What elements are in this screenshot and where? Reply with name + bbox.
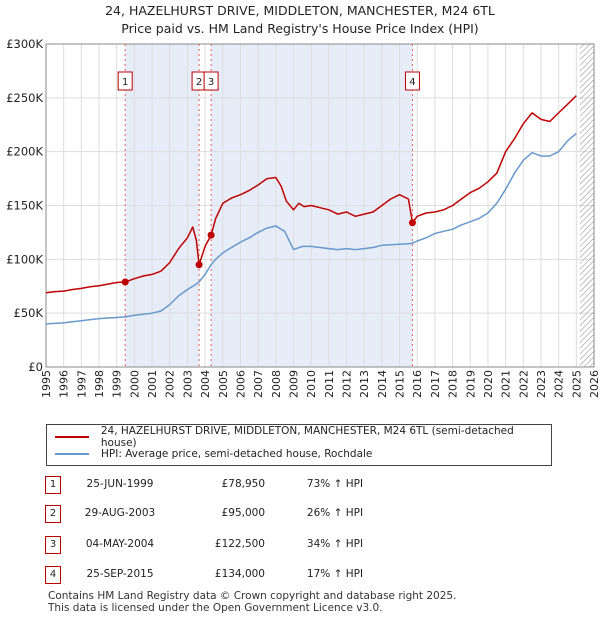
x-tick-label: 2000 [128, 370, 141, 398]
legend-item-price: 24, HAZELHURST DRIVE, MIDDLETON, MANCHES… [55, 425, 551, 449]
x-tick-label: 2026 [588, 370, 600, 398]
x-tick-label: 2010 [305, 370, 318, 398]
plot-frame [45, 43, 595, 368]
sale-marker-number: 4 [409, 77, 415, 88]
x-tick-label: 2001 [146, 370, 159, 398]
x-tick-label: 2009 [287, 370, 300, 398]
sale-date: 04-MAY-2004 [85, 538, 155, 550]
footer-copyright: Contains HM Land Registry data © Crown c… [48, 590, 457, 602]
sale-point [207, 231, 215, 239]
x-tick-label: 2011 [323, 370, 336, 398]
x-tick-label: 2008 [270, 370, 283, 398]
sale-number-badge: 1 [45, 476, 61, 494]
sale-number-badge: 4 [45, 566, 61, 584]
x-tick-label: 2019 [464, 370, 477, 398]
chart-subtitle: Price paid vs. HM Land Registry's House … [121, 21, 479, 36]
legend-item-hpi: HPI: Average price, semi-detached house,… [55, 446, 372, 462]
x-tick-label: 1998 [93, 370, 106, 398]
sale-point [195, 261, 203, 269]
sale-point [121, 278, 129, 286]
sale-hpi-change: 73% ↑ HPI [306, 478, 364, 490]
x-tick-label: 2002 [164, 370, 177, 398]
x-tick-label: 2018 [447, 370, 460, 398]
sale-date: 29-AUG-2003 [84, 507, 156, 519]
sale-hpi-change: 34% ↑ HPI [306, 538, 364, 550]
x-tick-label: 2021 [500, 370, 513, 398]
sale-marker-label: 3 [203, 71, 219, 91]
sale-number-badge: 3 [45, 536, 61, 554]
sale-marker-box [404, 71, 420, 91]
sale-marker-number: 2 [196, 77, 202, 88]
sale-price: £122,500 [214, 538, 265, 550]
sale-row: 3 04-MAY-2004 £122,500 34% ↑ HPI [0, 536, 600, 554]
price-chart: 1 2 3 4 £0 £50K £100K £150K £200K £250K £300K 1995 1… [6, 37, 600, 398]
x-tick-label: 2022 [517, 370, 530, 398]
sale-row: 1 25-JUN-1999 £78,950 73% ↑ HPI [0, 476, 600, 494]
sale-date: 25-SEP-2015 [86, 568, 154, 580]
x-tick-label: 2025 [570, 370, 583, 398]
y-tick-label: £0 [28, 360, 43, 374]
sale-marker-label: 1 [117, 71, 133, 91]
legend-swatch-hpi [55, 453, 89, 455]
legend-label-hpi: HPI: Average price, semi-detached house,… [101, 448, 373, 460]
x-tick-label: 1995 [40, 370, 53, 398]
sale-price: £134,000 [214, 568, 265, 580]
x-tick-label: 2012 [341, 370, 354, 398]
legend: 24, HAZELHURST DRIVE, MIDDLETON, MANCHES… [46, 424, 552, 466]
sale-date: 25-JUN-1999 [86, 478, 154, 490]
x-tick-label: 2014 [376, 370, 389, 398]
future-hatch [579, 44, 594, 367]
chart-title: 24, HAZELHURST DRIVE, MIDDLETON, MANCHES… [105, 3, 495, 18]
y-tick-label: £250K [6, 91, 43, 105]
x-tick-label: 2005 [217, 370, 230, 398]
x-tick-label: 2017 [429, 370, 442, 398]
sale-price: £78,950 [221, 478, 265, 490]
hpi-line [45, 132, 577, 325]
y-tick-label: £100K [6, 252, 43, 266]
x-tick-label: 2023 [535, 370, 548, 398]
y-tick-label: £150K [6, 199, 43, 213]
sale-marker-number: 3 [208, 77, 214, 88]
footer-licence: This data is licensed under the Open Gov… [48, 602, 383, 614]
x-tick-label: 2024 [553, 370, 566, 398]
sale-marker-number: 1 [122, 77, 128, 88]
x-tick-label: 1997 [75, 370, 88, 398]
x-tick-label: 1996 [58, 370, 71, 398]
y-tick-label: £50K [14, 306, 44, 320]
x-tick-label: 2016 [411, 370, 424, 398]
x-tick-label: 2006 [234, 370, 247, 398]
sale-price: £95,000 [221, 507, 265, 519]
sale-hpi-change: 17% ↑ HPI [306, 568, 364, 580]
x-tick-label: 2020 [482, 370, 495, 398]
x-tick-label: 2015 [394, 370, 407, 398]
x-tick-label: 2013 [358, 370, 371, 398]
sale-hpi-change: 26% ↑ HPI [306, 507, 364, 519]
sale-point [408, 219, 416, 227]
sale-marker-label: 4 [404, 71, 420, 91]
price-paid-line [45, 95, 577, 294]
sale-marker-box [203, 71, 219, 91]
y-tick-label: £300K [6, 37, 43, 51]
x-tick-label: 2003 [181, 370, 194, 398]
x-tick-label: 2007 [252, 370, 265, 398]
legend-label-price: 24, HAZELHURST DRIVE, MIDDLETON, MANCHES… [100, 425, 514, 449]
sale-number-badge: 2 [45, 505, 61, 523]
sale-row: 4 25-SEP-2015 £134,000 17% ↑ HPI [0, 566, 600, 584]
x-tick-label: 2004 [199, 370, 212, 398]
x-tick-label: 1999 [111, 370, 124, 398]
sale-row: 2 29-AUG-2003 £95,000 26% ↑ HPI [0, 505, 600, 523]
y-tick-label: £200K [6, 145, 43, 159]
legend-swatch-price [55, 436, 89, 438]
sale-marker-box [117, 71, 133, 91]
